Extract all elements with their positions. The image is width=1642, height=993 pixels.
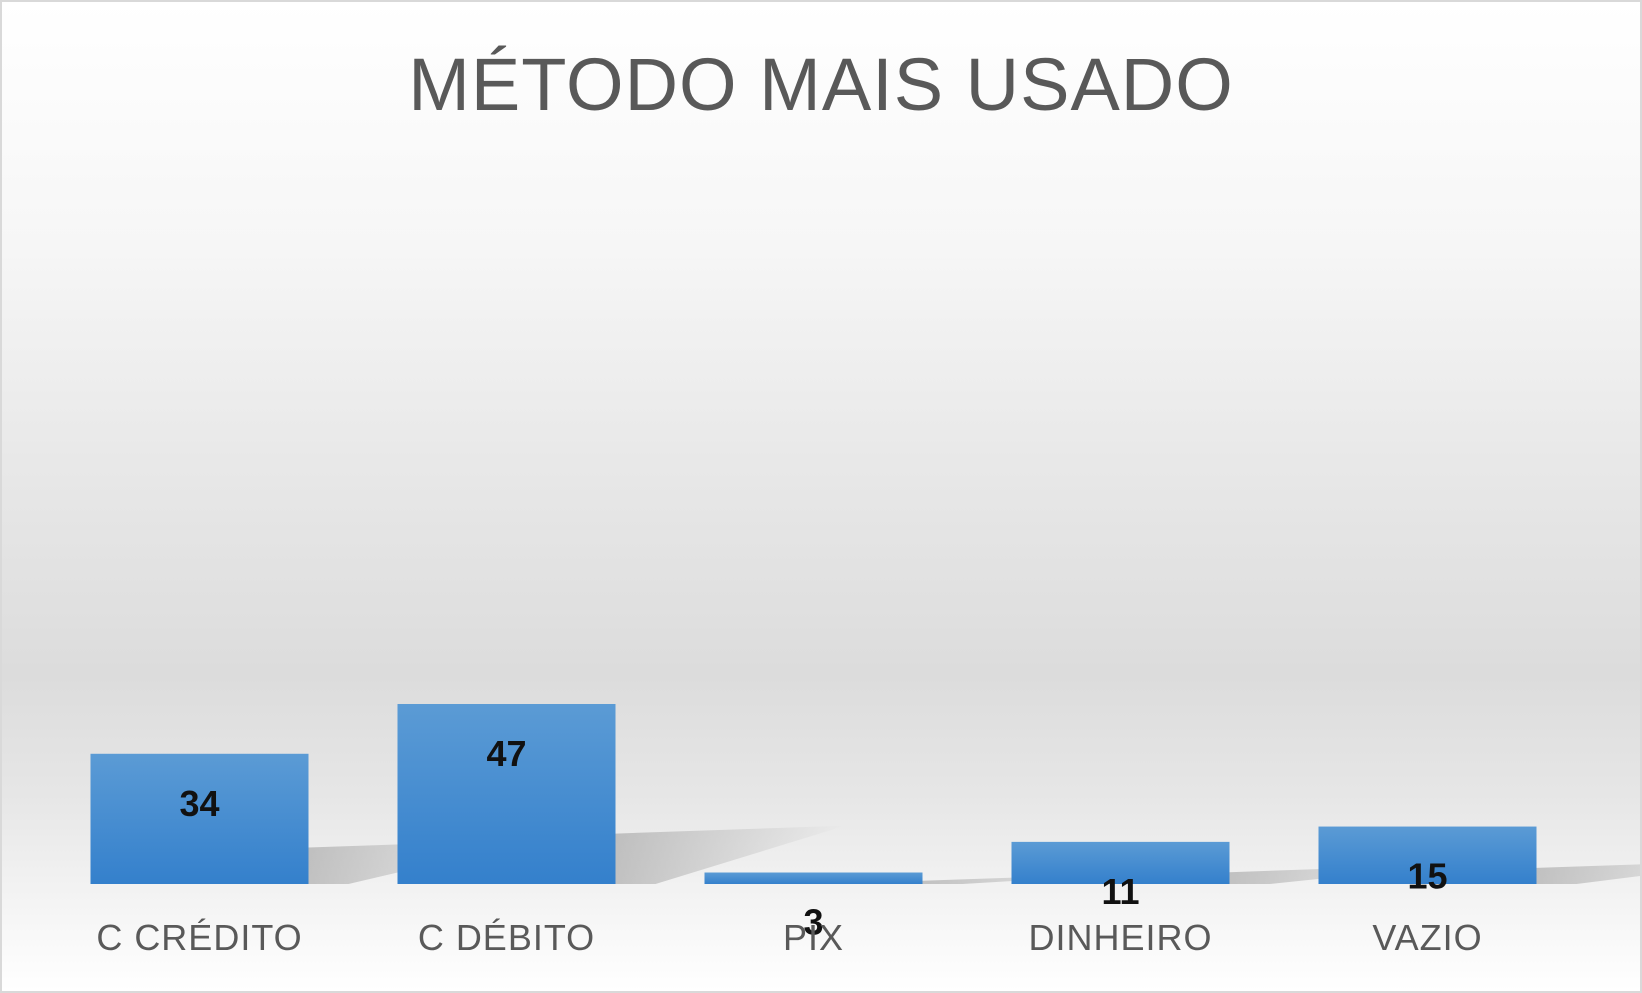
bar bbox=[1011, 841, 1230, 884]
data-label: 3 bbox=[803, 902, 823, 943]
bar-shadow bbox=[1536, 864, 1640, 884]
category-label: C CRÉDITO bbox=[96, 917, 302, 958]
data-label: 34 bbox=[179, 783, 219, 824]
data-label: 15 bbox=[1407, 856, 1447, 897]
category-label: PIX bbox=[783, 917, 844, 958]
bar bbox=[1318, 826, 1537, 884]
bar bbox=[397, 703, 616, 884]
bar bbox=[90, 753, 309, 884]
data-label: 47 bbox=[486, 733, 526, 774]
category-label: VAZIO bbox=[1372, 917, 1482, 958]
category-label: C DÉBITO bbox=[418, 917, 595, 958]
category-label: DINHEIRO bbox=[1028, 917, 1212, 958]
bar-shadow bbox=[615, 825, 846, 884]
bar bbox=[704, 872, 923, 884]
chart-title: MÉTODO MAIS USADO bbox=[408, 43, 1234, 126]
data-label: 11 bbox=[1101, 871, 1139, 912]
